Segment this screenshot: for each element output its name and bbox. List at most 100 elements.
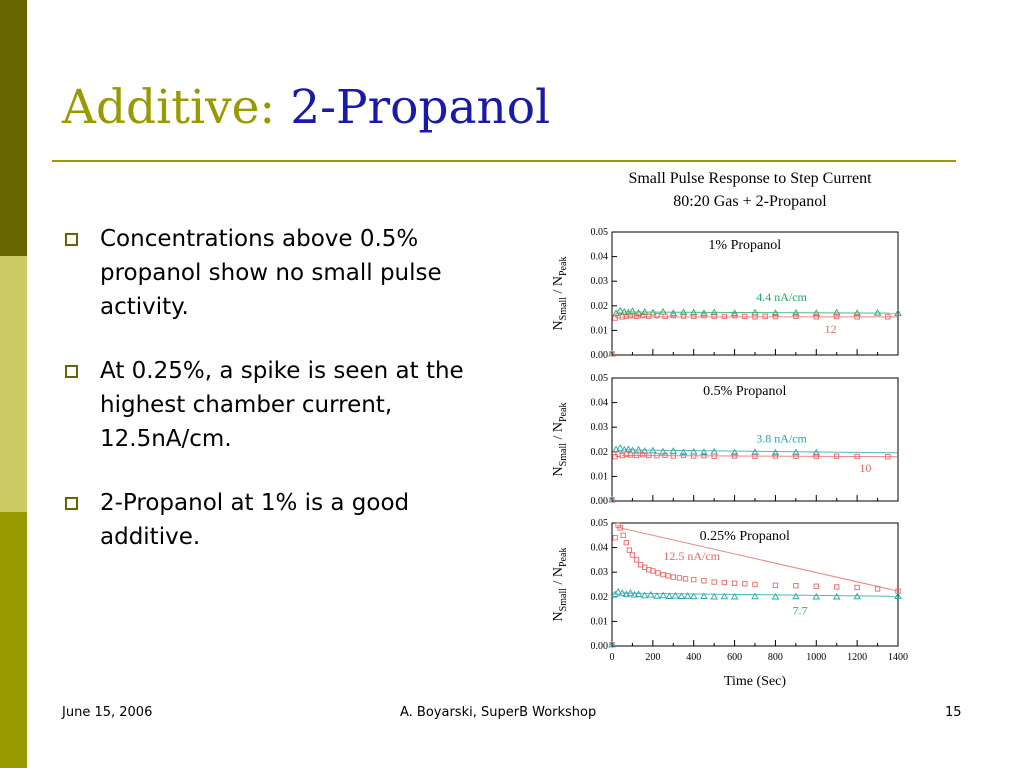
bullet-text: At 0.25%, a spike is seen at the highest… bbox=[100, 358, 464, 452]
y-axis-label-part: N bbox=[551, 320, 566, 330]
y-tick-label: 0.02 bbox=[591, 592, 609, 603]
data-point-triangle bbox=[832, 592, 841, 600]
slide-title: Additive: 2-Propanol bbox=[62, 82, 550, 134]
y-axis-label-part: / N bbox=[551, 422, 566, 443]
panel-label: 0.25% Propanol bbox=[700, 529, 790, 544]
data-point-triangle bbox=[792, 448, 800, 456]
data-point-square bbox=[633, 313, 640, 320]
data-point-triangle bbox=[649, 446, 657, 454]
series-label: 12 bbox=[825, 322, 837, 336]
data-point-square bbox=[680, 313, 687, 319]
data-point-triangle bbox=[628, 307, 637, 314]
data-point-triangle bbox=[677, 592, 686, 599]
data-point-triangle bbox=[771, 448, 780, 456]
data-point-triangle bbox=[649, 308, 657, 316]
y-tick-label: 0.02 bbox=[591, 447, 609, 458]
square-bullet-icon bbox=[65, 365, 78, 378]
y-axis-label-part: Small bbox=[558, 588, 569, 612]
data-point-square bbox=[701, 312, 707, 319]
left-bar-bottom bbox=[0, 512, 27, 768]
bullet-item: Concentrations above 0.5% propanol show … bbox=[62, 222, 507, 324]
data-point-square bbox=[627, 312, 634, 319]
chart-subtitle: 80:20 Gas + 2-Propanol bbox=[673, 193, 827, 210]
bullet-item: At 0.25%, a spike is seen at the highest… bbox=[62, 354, 507, 456]
x-tick-label: 600 bbox=[727, 652, 742, 663]
x-axis-label: Time (Sec) bbox=[724, 674, 786, 689]
data-point-triangle bbox=[894, 592, 902, 599]
data-point-triangle bbox=[659, 308, 667, 315]
data-point-square bbox=[742, 581, 748, 587]
series-label: 10 bbox=[859, 461, 871, 475]
data-point-triangle bbox=[792, 592, 800, 600]
data-point-triangle bbox=[647, 590, 655, 598]
data-point-square bbox=[885, 454, 891, 460]
footer-date: June 15, 2006 bbox=[62, 705, 153, 720]
data-point-triangle bbox=[679, 448, 688, 455]
data-point-triangle bbox=[614, 587, 622, 595]
data-point-square bbox=[834, 313, 840, 320]
data-point-square bbox=[854, 584, 860, 591]
data-point-triangle bbox=[812, 448, 821, 456]
data-point-triangle bbox=[710, 447, 718, 455]
left-bar-middle bbox=[0, 256, 27, 512]
data-point-square bbox=[662, 313, 668, 320]
y-axis-label-part: Peak bbox=[558, 403, 569, 422]
square-bullet-icon bbox=[65, 233, 78, 246]
data-point-triangle bbox=[608, 640, 616, 648]
series-fit-line bbox=[622, 592, 899, 597]
bullet-list: Concentrations above 0.5% propanol show … bbox=[62, 222, 507, 584]
data-point-square bbox=[691, 453, 697, 459]
data-point-triangle bbox=[751, 448, 759, 455]
data-point-square bbox=[670, 574, 676, 580]
y-axis-label: NSmall / NPeak bbox=[551, 257, 569, 331]
x-tick-label: 1400 bbox=[888, 652, 908, 663]
footer-author: A. Boyarski, SuperB Workshop bbox=[400, 705, 597, 720]
data-point-square bbox=[793, 453, 799, 459]
data-point-triangle bbox=[616, 306, 624, 314]
square-bullet-icon bbox=[65, 497, 78, 510]
data-point-triangle bbox=[669, 447, 678, 454]
data-point-square bbox=[650, 568, 656, 574]
data-point-square bbox=[701, 578, 707, 584]
data-point-triangle bbox=[653, 592, 661, 599]
data-point-square bbox=[813, 583, 819, 589]
data-point-triangle bbox=[665, 592, 673, 599]
data-point-triangle bbox=[689, 447, 698, 455]
data-point-square bbox=[813, 314, 819, 320]
data-point-square bbox=[662, 452, 668, 458]
data-point-triangle bbox=[634, 445, 643, 453]
data-point-square bbox=[670, 453, 676, 459]
data-point-square bbox=[885, 314, 891, 320]
data-point-square bbox=[721, 313, 728, 320]
data-point-square bbox=[682, 576, 689, 582]
data-point-triangle bbox=[659, 591, 667, 599]
y-tick-label: 0.04 bbox=[591, 252, 609, 263]
data-point-square bbox=[701, 453, 707, 459]
data-point-square bbox=[617, 525, 623, 531]
data-point-square bbox=[854, 453, 860, 460]
data-point-triangle bbox=[700, 592, 708, 599]
data-point-triangle bbox=[771, 309, 780, 316]
data-point-triangle bbox=[730, 309, 739, 316]
data-point-square bbox=[752, 581, 758, 588]
data-point-square bbox=[609, 497, 615, 503]
data-point-triangle bbox=[626, 589, 635, 596]
data-point-triangle bbox=[710, 592, 718, 600]
data-point-square bbox=[793, 583, 799, 589]
y-tick-label: 0.05 bbox=[591, 518, 609, 529]
data-point-square bbox=[609, 351, 615, 357]
data-point-triangle bbox=[771, 592, 780, 600]
data-point-square bbox=[670, 312, 676, 319]
data-point-square bbox=[711, 313, 717, 319]
series-label: 4.4 nA/cm bbox=[756, 290, 807, 304]
series-label: 3.8 nA/cm bbox=[756, 431, 807, 445]
data-point-square bbox=[813, 453, 819, 460]
series-fit-line bbox=[622, 454, 899, 458]
series-label: 7.7 bbox=[792, 603, 807, 617]
slide-title-prefix: Additive: bbox=[62, 80, 276, 135]
data-point-triangle bbox=[634, 590, 643, 597]
y-axis-label: NSmall / NPeak bbox=[551, 548, 569, 622]
data-point-square bbox=[626, 547, 633, 553]
data-point-square bbox=[793, 313, 799, 320]
data-point-triangle bbox=[730, 592, 739, 600]
